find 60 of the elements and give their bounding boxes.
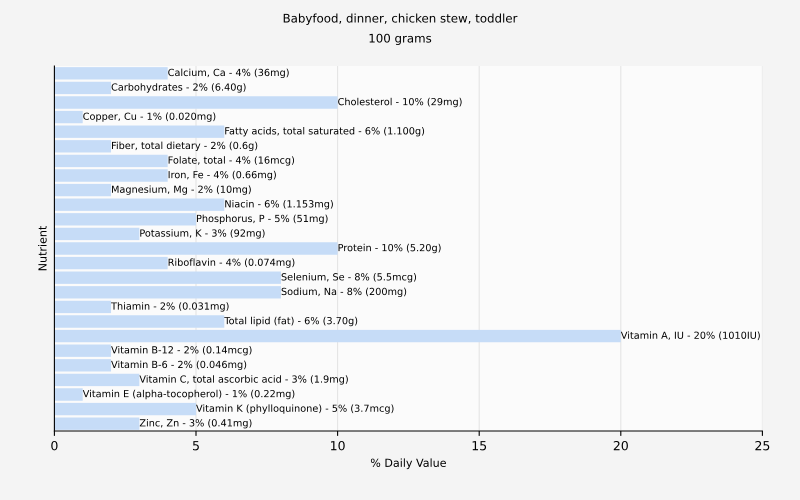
chart-title: Babyfood, dinner, chicken stew, toddler [284,14,518,25]
bar [54,417,140,430]
bar [54,110,83,124]
y-tick-label: Selenium, Se - 8% (5.5mcg) [282,272,416,282]
bar [54,154,168,168]
y-tick-label: Riboflavin - 4% (0.074mg) [168,258,294,268]
y-tick-label: Fatty acids, total saturated - 6% (1.100g) [225,126,424,136]
bar [54,300,112,314]
y-tick-label: Vitamin E (alpha-tocopherol) - 1% (0.22mg) [82,390,294,400]
chart-subtitle: 100 grams [370,34,432,45]
bar [54,82,112,94]
y-tick-label: Total lipid (fat) - 6% (3.70g) [224,316,358,326]
x-axis-title: % Daily Value [370,458,446,470]
y-tick-label: Thiamin - 2% (0.031mg) [111,302,229,312]
bar [54,184,112,196]
y-tick-label: Copper, Cu - 1% (0.020mg) [83,112,216,122]
bar [54,344,112,357]
y-tick-label: Protein - 10% (5.20g) [338,244,441,254]
y-tick-label: Vitamin B-12 - 2% (0.14mcg) [111,346,252,356]
bar [54,271,281,284]
y-tick-label: Zinc, Zn - 3% (0.41mg) [140,418,252,428]
y-tick-label: Vitamin B-6 - 2% (0.046mg) [111,360,246,370]
y-axis-title: Nutrient [38,226,47,270]
bar [54,374,140,386]
y-tick-label: Carbohydrates - 2% (6.40g) [112,83,246,93]
bar [54,242,338,255]
bar [54,256,168,270]
y-tick-label: Folate, total - 4% (16mcg) [168,156,294,166]
bar [54,169,168,182]
y-tick-label: Magnesium, Mg - 2% (10mg) [112,185,251,195]
y-tick-label: Niacin - 6% (1.153mg) [225,200,333,210]
y-tick-label: Calcium, Ca - 4% (36mg) [168,68,289,78]
y-tick-label: Fiber, total dietary - 2% (0.6g) [112,142,258,152]
y-tick-label: Vitamin C, total ascorbic acid - 3% (1.9mg) [139,375,348,385]
y-tick-label: Cholesterol - 10% (29mg) [338,98,462,108]
x-tick-label: 20 [614,440,628,450]
y-tick-label: Sodium, Na - 8% (200mg) [282,288,406,298]
bar [54,359,112,372]
y-tick-label: Potassium, K - 3% (92mg) [140,229,265,239]
bar [54,198,224,211]
bar [54,402,196,416]
y-tick-label: Iron, Fe - 4% (0.66mg) [168,170,276,180]
bar [54,228,140,240]
bar [54,315,224,328]
bar [54,388,83,401]
bar [54,213,196,226]
y-tick-label: Vitamin K (phylloquinone) - 5% (3.7mcg) [196,404,394,414]
bar [54,286,281,299]
x-tick-label: 0 [51,440,58,450]
x-tick-label: 15 [472,441,486,450]
bar [54,125,224,138]
x-tick-label: 25 [755,440,770,450]
bar [54,96,338,109]
x-tick-label: 5 [192,441,199,450]
y-tick-label: Vitamin A, IU - 20% (1010IU) [620,331,760,340]
y-tick-label: Phosphorus, P - 5% (51mg) [196,214,328,224]
x-tick-label: 10 [331,440,345,450]
bar [54,330,621,342]
bar [54,140,112,153]
bar [54,67,168,80]
